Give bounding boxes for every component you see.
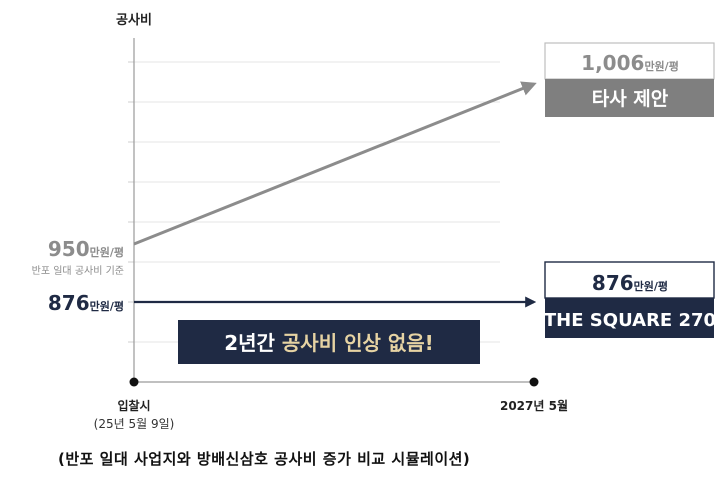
- end-name-label-square270: THE SQUARE 270: [544, 310, 716, 331]
- start-value-label-square270: 876만원/평: [48, 291, 124, 315]
- end-value-box-other: [544, 42, 715, 80]
- x-tick-label: 2027년 5월: [500, 398, 568, 413]
- series-line-other: [133, 81, 537, 246]
- x-tick-sublabel: (25년 5월 9일): [94, 417, 175, 431]
- start-note-label: 반포 일대 공사비 기준: [32, 265, 124, 277]
- x-axis-point: [129, 377, 139, 387]
- x-tick-label: 입찰시: [117, 398, 150, 413]
- x-axis-point: [529, 377, 539, 387]
- end-name-box-other: [545, 79, 714, 117]
- end-value-label-square270: 876만원/평: [592, 271, 668, 295]
- end-value-label-other: 1,006만원/평: [581, 51, 679, 75]
- end-name-box-square270: [545, 298, 714, 338]
- end-name-label-other: 타사 제안: [592, 88, 669, 110]
- end-value-box-square270: [544, 261, 715, 299]
- y-axis-label: 공사비: [116, 12, 152, 28]
- banner-box: [178, 320, 480, 364]
- start-value-label-other: 950만원/평: [48, 237, 124, 261]
- banner-text: 2년간 공사비 인상 없음!: [224, 331, 434, 355]
- chart-caption: (반포 일대 사업지와 방배신삼호 공사비 증가 비교 시뮬레이션): [58, 450, 471, 468]
